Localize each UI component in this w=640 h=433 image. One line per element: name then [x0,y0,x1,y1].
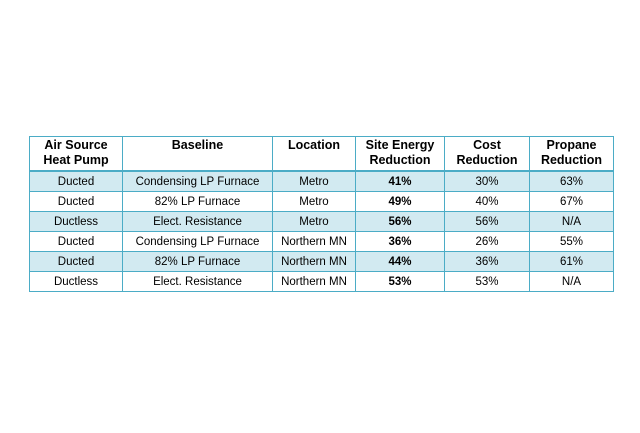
cell-site-energy: 56% [355,211,445,232]
header-heat-pump-line1: Air Source [44,138,108,152]
cell-heat-pump: Ducted [29,231,123,252]
header-propane-line2: Reduction [540,153,603,167]
heat-pump-comparison-table: Air Source Heat Pump Baseline Location S… [29,136,614,292]
cell-heat-pump: Ducted [29,170,123,192]
cell-site-energy: 44% [355,251,445,272]
cell-cost: 26% [444,231,530,252]
cell-baseline: Condensing LP Furnace [122,170,273,192]
cell-propane: 55% [529,231,614,252]
cell-propane: N/A [529,211,614,232]
cell-site-energy: 41% [355,170,445,192]
cell-heat-pump: Ducted [29,191,123,212]
cell-location: Metro [272,211,356,232]
header-site-energy-line1: Site Energy [365,138,435,152]
cell-location: Northern MN [272,231,356,252]
cell-cost: 56% [444,211,530,232]
cell-heat-pump: Ductless [29,211,123,232]
cell-location: Metro [272,191,356,212]
header-site-energy-line2: Reduction [369,153,431,167]
table-row: Ductless Elect. Resistance Metro 56% 56%… [29,211,614,232]
table-row: Ducted Condensing LP Furnace Northern MN… [29,231,614,252]
cell-cost: 36% [444,251,530,272]
cell-baseline: Elect. Resistance [122,211,273,232]
header-location-label: Location [287,138,341,152]
cell-cost: 30% [444,170,530,192]
header-propane-line1: Propane [546,138,597,152]
cell-cost: 40% [444,191,530,212]
table-row: Ducted 82% LP Furnace Metro 49% 40% 67% [29,191,614,212]
cell-location: Metro [272,170,356,192]
header-site-energy: Site Energy Reduction [355,136,445,172]
header-row: Air Source Heat Pump Baseline Location S… [29,136,614,172]
header-cost: Cost Reduction [444,136,530,172]
cell-propane: 61% [529,251,614,272]
header-location: Location [272,136,356,172]
table-row: Ducted 82% LP Furnace Northern MN 44% 36… [29,251,614,272]
cell-baseline: Elect. Resistance [122,271,273,292]
header-heat-pump-line2: Heat Pump [43,153,109,167]
header-propane: Propane Reduction [529,136,614,172]
cell-propane: N/A [529,271,614,292]
table-row: Ductless Elect. Resistance Northern MN 5… [29,271,614,292]
header-cost-line2: Reduction [456,153,518,167]
table-row: Ducted Condensing LP Furnace Metro 41% 3… [29,170,614,192]
cell-site-energy: 36% [355,231,445,252]
cell-cost: 53% [444,271,530,292]
cell-baseline: Condensing LP Furnace [122,231,273,252]
header-cost-line1: Cost [473,138,501,152]
cell-site-energy: 49% [355,191,445,212]
cell-baseline: 82% LP Furnace [122,251,273,272]
cell-propane: 67% [529,191,614,212]
header-baseline: Baseline [122,136,273,172]
cell-propane: 63% [529,170,614,192]
cell-heat-pump: Ducted [29,251,123,272]
cell-location: Northern MN [272,271,356,292]
header-baseline-label: Baseline [171,138,224,152]
cell-location: Northern MN [272,251,356,272]
cell-baseline: 82% LP Furnace [122,191,273,212]
header-heat-pump: Air Source Heat Pump [29,136,123,172]
cell-site-energy: 53% [355,271,445,292]
cell-heat-pump: Ductless [29,271,123,292]
